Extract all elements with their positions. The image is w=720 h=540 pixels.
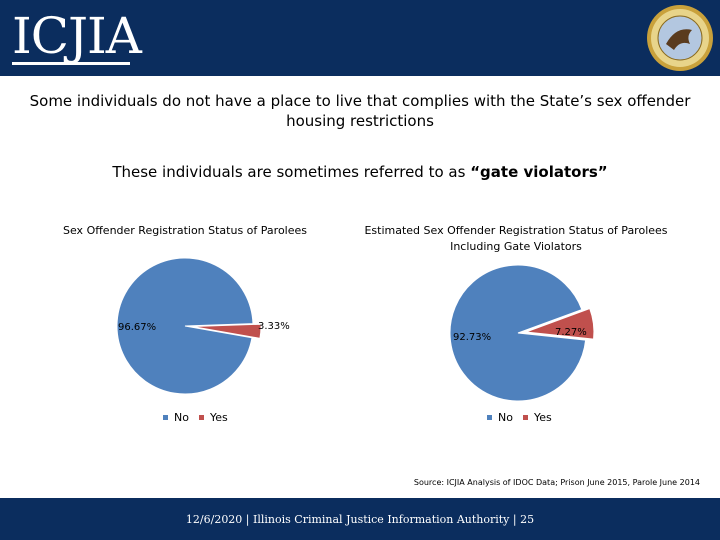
pie-slice-yes (192, 323, 262, 339)
data-label-yes: 7.27% (555, 327, 587, 338)
legend-swatch-no (487, 415, 492, 420)
illinois-seal-icon (647, 5, 713, 71)
legend-label-no: No (498, 411, 513, 424)
legend-parolees: No Yes (163, 411, 238, 424)
headline-gate-violators-prefix: These individuals are sometimes referred… (112, 163, 471, 181)
logo-underline (12, 62, 130, 65)
legend-swatch-yes (198, 415, 204, 420)
pie-chart-parolees: 96.67% 3.33% (116, 257, 290, 395)
pie-chart-gate-violators: 92.73% 7.27% (449, 264, 595, 402)
chart-title-parolees: Sex Offender Registration Status of Paro… (63, 224, 307, 237)
legend-swatch-no (163, 415, 168, 420)
headline-housing-restrictions: Some individuals do not have a place to … (29, 92, 691, 130)
footer-text: 12/6/2020 | Illinois Criminal Justice In… (185, 513, 535, 526)
legend-label-yes: Yes (533, 411, 552, 424)
footer-bar (0, 498, 720, 540)
legend-item-yes: Yes (198, 411, 228, 424)
legend-swatch-yes (522, 415, 528, 420)
legend-item-no: No (163, 411, 189, 424)
data-label-yes: 3.33% (258, 321, 290, 332)
header-bar: ICJIA (0, 0, 720, 76)
icjia-logo: ICJIA (12, 7, 142, 65)
legend-item-no: No (487, 411, 513, 424)
source-note: Source: ICJIA Analysis of IDOC Data; Pri… (413, 478, 700, 487)
pie-slice-no (116, 257, 254, 395)
legend-item-yes: Yes (522, 411, 552, 424)
legend-label-no: No (174, 411, 189, 424)
legend-label-yes: Yes (209, 411, 228, 424)
headline-gate-violators: These individuals are sometimes referred… (20, 162, 700, 182)
pie-slice-yes (525, 307, 595, 340)
legend-gate-violators: No Yes (487, 411, 562, 424)
chart-title-gate-violators: Estimated Sex Offender Registration Stat… (364, 224, 668, 253)
data-label-no: 92.73% (453, 332, 491, 343)
data-label-no: 96.67% (118, 322, 156, 333)
headline-gate-violators-term: “gate violators” (470, 163, 608, 181)
pie-slice-no (449, 264, 587, 402)
